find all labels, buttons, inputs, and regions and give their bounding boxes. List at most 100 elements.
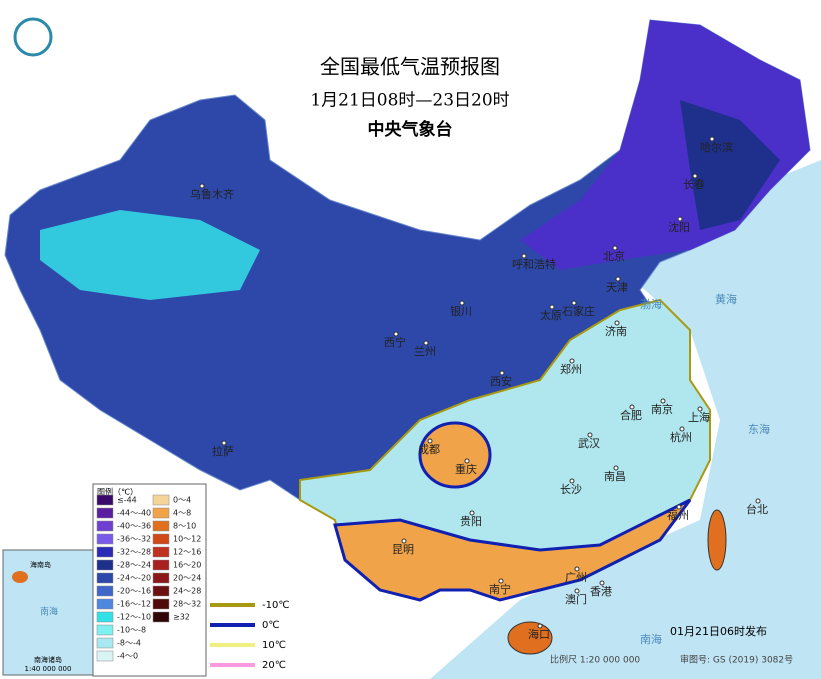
city-label: 西安 [490, 374, 512, 388]
title: 全国最低气温预报图 [320, 55, 500, 79]
city-dot [629, 404, 635, 410]
city-label: 南昌 [604, 470, 626, 483]
city-label: 沈阳 [668, 220, 690, 234]
legend-swatch [152, 611, 170, 623]
city-label: 拉萨 [212, 444, 234, 458]
city-label: 南宁 [489, 582, 511, 596]
legend-label: 12～16 [173, 548, 201, 557]
city-dot [599, 580, 605, 586]
legend-label: -32～-28 [117, 548, 151, 557]
city-dot [615, 276, 621, 282]
legend-label: 0～4 [173, 496, 191, 505]
legend-swatch [152, 533, 170, 545]
city-label: 台北 [746, 502, 768, 516]
legend-swatch [96, 559, 114, 571]
city-dot [569, 358, 575, 364]
sichuan-basin [418, 421, 492, 489]
city-label: 合肥 [620, 408, 642, 422]
legend-label: 24～28 [173, 587, 201, 596]
legend-swatch [96, 624, 114, 636]
city-label: 南京 [651, 402, 673, 416]
city-dot [537, 623, 543, 629]
legend-label: 28～32 [173, 600, 201, 609]
city-label: 石家庄 [562, 304, 595, 318]
city-label: 长沙 [560, 483, 582, 496]
city-dot [498, 578, 504, 584]
city-dot [574, 588, 580, 594]
legend-label: -36～-32 [117, 535, 151, 544]
sea-label: 黄海 [715, 292, 737, 306]
city-dot [692, 173, 698, 179]
city-label: 海口 [528, 627, 550, 641]
city-dot [587, 432, 593, 438]
legend-swatch [152, 598, 170, 610]
taiwan [707, 509, 727, 571]
city-label: 西宁 [384, 335, 406, 349]
city-label: 呼和浩特 [512, 257, 556, 271]
city-label: 北京 [603, 249, 625, 263]
city-dot [613, 465, 619, 471]
legend-swatch [152, 507, 170, 519]
isotherm-label: -10℃ [262, 600, 290, 611]
legend-label: -12～-10 [117, 613, 151, 622]
city-dot [569, 478, 575, 484]
legend-swatch [152, 546, 170, 558]
city-dot [521, 253, 527, 259]
legend-label: 4～8 [173, 509, 191, 518]
issued: 01月21日06时发布 [670, 624, 767, 638]
legend-entries: ≤-44 -44～-40 -40～-36 -36～-32 -32～-28 -28～-24 -… [96, 494, 201, 662]
city-label: 银川 [450, 304, 472, 318]
legend-label: -40～-36 [117, 522, 151, 531]
legend-swatch [152, 559, 170, 571]
legend-swatch [96, 507, 114, 519]
legend-swatch [96, 637, 114, 649]
legend-swatch [96, 598, 114, 610]
city-label: 昆明 [392, 543, 414, 556]
city-label: 澳门 [565, 592, 587, 606]
city-dot [697, 406, 703, 412]
city-dot [574, 566, 580, 572]
city-dot [499, 370, 505, 376]
inset-scale: 1:40 000 000 [25, 665, 72, 673]
city-dot [612, 245, 618, 251]
city-label: 成都 [418, 443, 440, 456]
city-label: 长春 [683, 178, 705, 191]
city-label: 福州 [667, 508, 689, 522]
city-label: 香港 [590, 585, 612, 598]
approval: 审图号: GS (2019) 3082号 [680, 654, 793, 666]
city-dot [676, 504, 682, 510]
city-label: 贵阳 [460, 515, 482, 528]
city-dot [199, 183, 205, 189]
scale: 比例尺 1:20 000 000 [550, 654, 640, 666]
city-label: 重庆 [455, 462, 477, 476]
city-label: 郑州 [560, 362, 582, 376]
legend-title: 图例（℃） [97, 487, 138, 497]
city-dot [401, 538, 407, 544]
legend-label: ≤-44 [117, 496, 137, 505]
isotherm-label: 10℃ [262, 640, 286, 651]
legend-swatch [96, 546, 114, 558]
above-zero-zone [333, 498, 692, 602]
legend-swatch [96, 650, 114, 662]
legend-label: -4～0 [117, 652, 138, 661]
city-dot [549, 304, 555, 310]
legend-swatch [152, 572, 170, 584]
city-label: 兰州 [414, 345, 436, 358]
inset-island-label: 海南岛 [30, 560, 51, 569]
inset-title: 南海诸岛 [34, 655, 62, 664]
city-label: 广州 [565, 571, 587, 584]
legend-label: 20～24 [173, 574, 201, 583]
legend-label: 10～12 [173, 535, 201, 544]
legend-label: -24～-20 [117, 574, 151, 583]
city-label: 天津 [606, 281, 628, 294]
date-range: 1月21日08时—23日20时 [310, 91, 509, 111]
legend-label: 16～20 [173, 561, 201, 570]
legend-label: -10～-8 [117, 626, 146, 635]
city-label: 杭州 [670, 430, 692, 444]
isotherm-label: 0℃ [262, 620, 280, 631]
legend-label: -28～-24 [117, 561, 151, 570]
legend-swatch [152, 494, 170, 506]
city-dot [709, 136, 715, 142]
city-dot [393, 331, 399, 337]
isotherm-legend: -10℃ 0℃ 10℃ 20℃ [210, 600, 290, 671]
